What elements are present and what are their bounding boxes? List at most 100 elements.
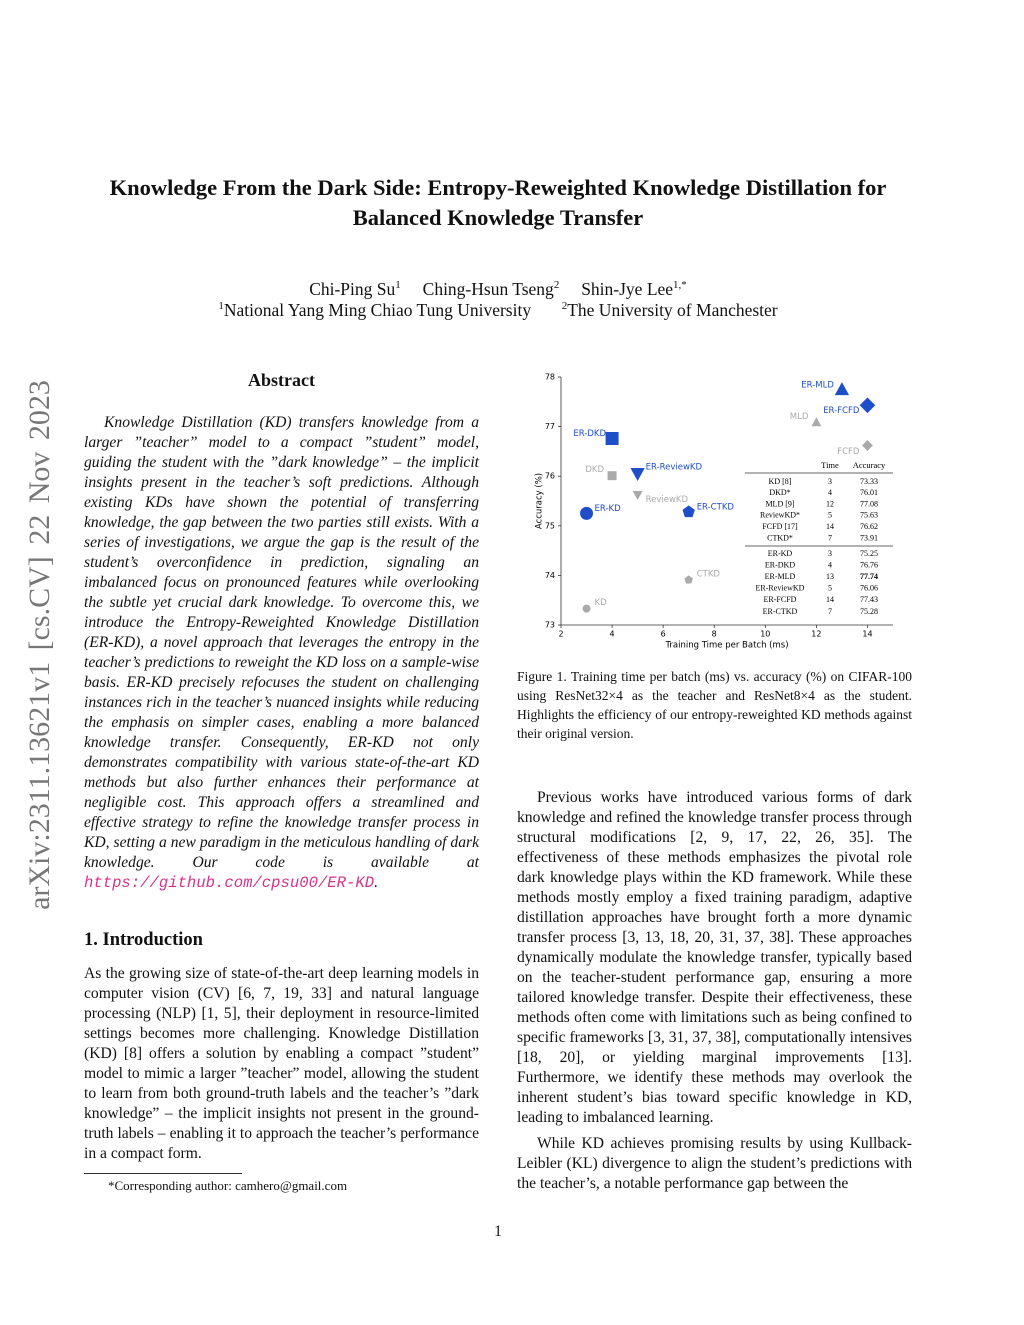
table-cell: ER-CTKD: [763, 607, 798, 616]
table-cell: 13: [826, 572, 834, 581]
point-label: ER-MLD: [801, 380, 834, 390]
table-cell: 4: [828, 488, 832, 497]
scatter-point: [607, 471, 617, 481]
code-link[interactable]: https://github.com/cpsu00/ER-KD: [84, 874, 375, 892]
point-label: DKD: [585, 465, 604, 475]
table-cell: 75.63: [860, 511, 878, 520]
table-cell: 76.76: [860, 560, 878, 569]
authors: Chi-Ping Su1 Ching-Hsun Tseng2 Shin-Jye …: [84, 274, 912, 300]
footnote: *Corresponding author: camhero@gmail.com: [108, 1178, 348, 1193]
y-tick-label: 76: [545, 472, 555, 481]
arxiv-sidebar: arXiv:2311.13621v1 [cs.CV] 22 Nov 2023: [23, 380, 56, 910]
x-tick-label: 14: [862, 630, 872, 639]
figure-caption: Figure 1. Training time per batch (ms) v…: [517, 669, 912, 741]
table-header: Time: [821, 460, 839, 470]
scatter-point: [862, 440, 873, 451]
y-tick-label: 78: [545, 373, 555, 382]
table-cell: 12: [826, 499, 834, 508]
table-cell: 76.06: [860, 584, 878, 593]
table-cell: 77.08: [860, 499, 878, 508]
footnote-rule: [84, 1173, 242, 1174]
author: Chi-Ping Su: [309, 279, 396, 299]
affiliations: 1National Yang Ming Chiao Tung Universit…: [84, 295, 912, 321]
point-label: ER-CTKD: [697, 502, 735, 512]
point-label: FCFD: [837, 447, 860, 457]
table-cell: CTKD*: [767, 533, 793, 542]
scatter-point: [859, 397, 876, 414]
table-cell: 76.01: [860, 488, 878, 497]
scatter-point: [605, 432, 619, 446]
paper-title: Knowledge From the Dark Side: Entropy-Re…: [109, 175, 887, 230]
x-tick-label: 10: [760, 630, 770, 639]
abstract-heading: Abstract: [248, 370, 315, 390]
page-number: 1: [494, 1223, 502, 1240]
y-tick-label: 75: [545, 521, 555, 530]
affiliation-sup: 1: [218, 300, 224, 312]
table-cell: ER-DKD: [765, 560, 795, 569]
author: Shin-Jye Lee: [581, 279, 674, 299]
point-label: MLD: [790, 412, 809, 422]
paragraph: As the growing size of state-of-the-art …: [84, 965, 479, 1162]
table-cell: DKD*: [769, 488, 790, 497]
table-cell: 75.28: [860, 607, 878, 616]
table-cell: MLD [9]: [765, 499, 794, 508]
table-cell: 77.74: [860, 572, 878, 581]
author-sup: 2: [553, 279, 560, 291]
x-tick-label: 6: [661, 630, 666, 639]
scatter-point: [811, 417, 822, 427]
table-cell: ER-MLD: [765, 572, 796, 581]
table-cell: KD [8]: [769, 477, 792, 486]
table-cell: 3: [828, 477, 832, 486]
abstract: Knowledge Distillation (KD) transfers kn…: [84, 413, 479, 893]
y-axis-title: Accuracy (%): [535, 473, 545, 529]
x-tick-label: 4: [610, 630, 615, 639]
scatter-point: [682, 505, 695, 518]
affiliation-sup: 2: [561, 300, 568, 312]
table-cell: 7: [828, 607, 832, 616]
x-axis-title: Training Time per Batch (ms): [664, 641, 788, 651]
table-cell: 5: [828, 584, 832, 593]
table-cell: 73.91: [860, 533, 878, 542]
table-cell: FCFD [17]: [762, 522, 798, 531]
author-sup: 1,*: [673, 279, 687, 291]
point-label: ER-FCFD: [823, 406, 860, 416]
abstract-end: .: [374, 874, 378, 891]
scatter-point: [684, 575, 693, 584]
section-heading: 1. Introduction: [84, 930, 203, 950]
table-cell: 14: [826, 595, 834, 604]
point-label: ER-DKD: [573, 429, 606, 439]
scatter-point: [580, 506, 594, 520]
paragraph: Previous works have introduced various f…: [517, 789, 912, 1126]
table-cell: 77.43: [860, 595, 878, 604]
table-cell: 73.33: [860, 477, 878, 486]
table-cell: ER-ReviewKD: [756, 584, 805, 593]
x-tick-label: 12: [811, 630, 821, 639]
table-cell: 75.25: [860, 549, 878, 558]
table-cell: 14: [826, 522, 834, 531]
scatter-point: [834, 382, 850, 396]
scatter-point: [630, 468, 645, 482]
table-header: Accuracy: [853, 460, 886, 470]
table-cell: 5: [828, 511, 832, 520]
table-cell: 7: [828, 533, 832, 542]
abstract-text: Knowledge Distillation (KD) transfers kn…: [84, 414, 479, 871]
scatter-point: [582, 604, 591, 613]
affiliation: The University of Manchester: [567, 300, 778, 320]
author: Ching-Hsun Tseng: [422, 279, 554, 299]
point-label: ER-ReviewKD: [646, 463, 703, 473]
x-tick-label: 2: [558, 630, 563, 639]
y-tick-label: 77: [545, 422, 555, 431]
point-label: KD: [595, 598, 608, 608]
y-tick-label: 73: [545, 621, 555, 630]
table-cell: 4: [828, 560, 832, 569]
paragraph: While KD achieves promising results by u…: [517, 1135, 912, 1192]
table-cell: ER-FCFD: [764, 595, 797, 604]
point-label: CTKD: [697, 569, 721, 579]
table-cell: ER-KD: [768, 549, 793, 558]
table-cell: 76.62: [860, 522, 878, 531]
affiliation: National Yang Ming Chiao Tung University: [223, 300, 532, 320]
table-cell: ReviewKD*: [760, 511, 800, 520]
y-tick-label: 74: [545, 571, 555, 580]
